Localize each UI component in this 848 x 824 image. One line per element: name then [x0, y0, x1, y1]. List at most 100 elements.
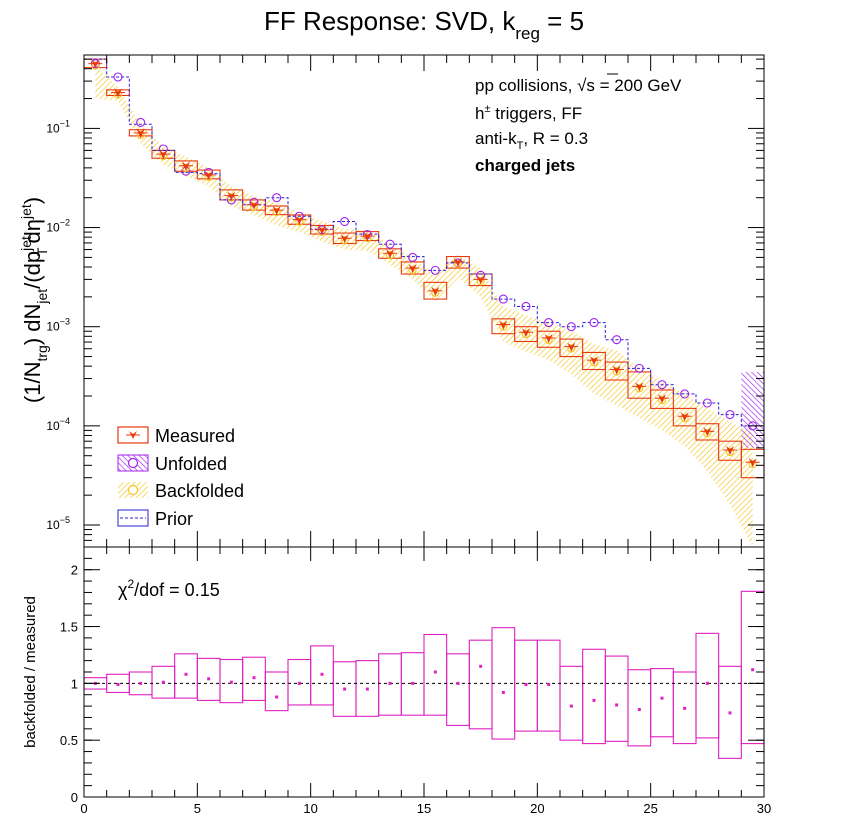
backfolded-point: [544, 335, 553, 345]
measured-point: [522, 328, 530, 338]
ratio-point: [275, 695, 279, 699]
measured-point: [635, 382, 644, 392]
unfolded-point: [566, 322, 576, 332]
backfolded-point: [725, 448, 735, 457]
top-y-tick-label: 10−2: [46, 218, 70, 235]
top-y-tick-label: 10−1: [46, 118, 70, 135]
ratio-point: [252, 676, 256, 680]
legend-entry-prior: Prior: [117, 509, 193, 529]
chart-title: FF Response: SVD, kreg = 5: [264, 6, 584, 43]
backfolded-point: [680, 414, 689, 423]
unfolded-point: [385, 239, 395, 249]
annotation-charged-jets: charged jets: [475, 156, 575, 175]
backfolded-point: [227, 193, 236, 202]
ratio-point: [229, 680, 233, 684]
unfolded-series: [90, 59, 758, 431]
unfolded-point: [612, 335, 622, 345]
top-y-tick-label: 10−4: [46, 416, 70, 433]
backfolded-point: [363, 234, 372, 243]
unfolded-point: [702, 398, 712, 408]
ratio-point: [683, 706, 687, 710]
bottom-y-axis-label: backfolded / measured: [22, 596, 39, 748]
backfolded-series: [91, 61, 757, 469]
legend-prior-label: Prior: [155, 509, 193, 529]
backfolded-point: [136, 130, 145, 139]
backfolded-point: [499, 322, 508, 331]
unfolded-point: [136, 117, 146, 127]
measured-point: [726, 446, 734, 456]
unfolded-point: [521, 301, 531, 312]
ratio-point: [705, 681, 709, 685]
ratio-point: [343, 687, 347, 691]
measured-point: [499, 320, 508, 330]
top-y-axis-label: (1/Ntrg) dNjet/(dpjetTdηjet): [18, 197, 50, 403]
annotation-algorithm: anti-kT, R = 0.3: [475, 129, 588, 152]
annotation-triggers: h± triggers, FF: [475, 103, 582, 123]
ratio-point: [660, 696, 664, 700]
ratio-point: [501, 690, 505, 694]
measured-point: [748, 458, 757, 468]
bottom-x-tick-label: 15: [417, 801, 431, 816]
legend-entry-measured: Measured: [117, 426, 235, 446]
bottom-y-tick-label: 2: [71, 563, 78, 578]
measured-point: [159, 150, 168, 160]
legend-measured-label: Measured: [155, 426, 235, 446]
bottom-x-tick-label: 20: [530, 801, 544, 816]
measured-point: [340, 234, 349, 244]
measured-point: [250, 200, 258, 210]
backfolded-point: [703, 429, 712, 438]
backfolded-point: [204, 172, 213, 181]
unfolded-band-lastbin: [741, 371, 764, 448]
measured-point: [680, 412, 689, 422]
ratio-point: [433, 670, 437, 674]
prior-step-line: [84, 58, 764, 427]
unfolded-point: [725, 410, 735, 420]
backfolded-point: [340, 236, 349, 245]
measured-point: [295, 215, 304, 225]
ratio-point: [592, 698, 596, 702]
backfolded-point: [567, 344, 576, 353]
backfolded-point: [635, 384, 644, 393]
measured-point: [272, 206, 281, 216]
backfolded-point: [181, 163, 191, 172]
measured-syst-box: [446, 256, 470, 269]
backfolded-band-area: [95, 64, 753, 547]
bottom-x-tick-label: 10: [303, 801, 317, 816]
backfolded-point: [317, 227, 327, 236]
backfolded-point: [657, 396, 667, 405]
unfolded-point: [113, 72, 123, 82]
ratio-syst-box: [695, 632, 720, 739]
ratio-point: [116, 683, 120, 686]
ratio-points: [93, 664, 755, 715]
backfolded-band: [95, 64, 764, 547]
measured-syst-box: [423, 281, 448, 300]
ratio-point: [637, 708, 641, 711]
bottom-axes: 00.511.520 5 10 15 20 25 30: [60, 546, 771, 816]
unfolded-point: [589, 318, 599, 328]
measured-syst-box: [672, 407, 697, 427]
ratio-syst-box: [582, 648, 606, 745]
measured-point: [612, 365, 621, 375]
measured-point: [567, 342, 576, 352]
measured-point: [476, 275, 485, 285]
bottom-x-tick-label: 25: [643, 801, 657, 816]
measured-syst-box: [604, 361, 629, 381]
backfolded-point: [113, 90, 123, 99]
top-y-tick-label: 10−5: [46, 515, 70, 532]
measured-point: [408, 264, 417, 274]
ratio-point: [751, 668, 755, 672]
ratio-point: [184, 672, 188, 676]
unfolded-point: [430, 265, 440, 275]
measured-point: [227, 191, 236, 201]
annotation-block: pp collisions, √s = 200 GeV h± triggers,…: [475, 73, 682, 175]
legend-entry-backfolded: Backfolded: [118, 481, 244, 501]
ratio-point: [161, 680, 165, 684]
measured-syst-box: [582, 351, 606, 371]
measured-point: [431, 286, 440, 296]
backfolded-point: [385, 251, 395, 260]
ratio-point: [569, 704, 573, 708]
ratio-syst-box: [468, 639, 493, 730]
legend-unfolded-label: Unfolded: [155, 454, 227, 474]
bottom-x-tick-label: 5: [194, 801, 201, 816]
